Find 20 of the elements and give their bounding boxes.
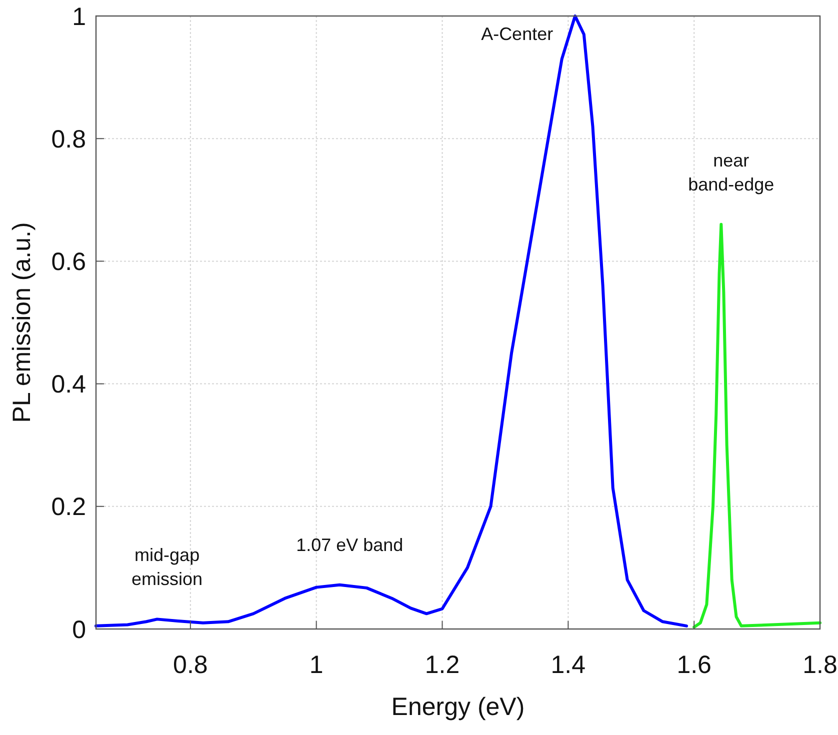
y-tick-label: 0.4 <box>51 370 86 399</box>
x-axis-title: Energy (eV) <box>391 693 525 721</box>
x-tick-label: 1 <box>309 651 324 679</box>
x-tick-label: 0.8 <box>173 651 208 679</box>
y-tick-label: 0.6 <box>51 248 86 276</box>
line-series <box>692 222 822 629</box>
annotation: A-Center <box>481 24 554 44</box>
y-tick-label: 0 <box>72 616 86 644</box>
x-tick-label: 1.2 <box>424 651 460 679</box>
x-tick-label: 1.8 <box>802 651 838 679</box>
annotation: near band-edge <box>688 150 774 194</box>
x-tick-label: 1.6 <box>676 651 712 679</box>
y-tick-label: 1 <box>72 2 86 31</box>
y-tick-label: 0.2 <box>51 493 86 522</box>
annotation: mid-gap emission <box>132 545 203 590</box>
y-axis-title: PL emission (a.u.) <box>8 222 36 423</box>
x-tick-label: 1.4 <box>550 651 586 679</box>
line-series <box>94 14 688 628</box>
annotation: 1.07 eV band <box>296 534 404 555</box>
y-tick-label: 0.8 <box>51 125 86 154</box>
